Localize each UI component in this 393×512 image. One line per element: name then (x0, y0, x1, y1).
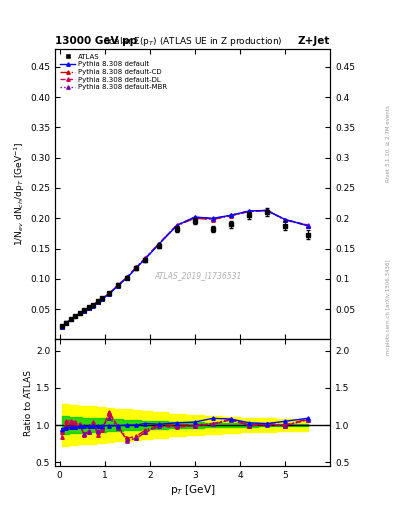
Text: Rivet 3.1.10, ≥ 2.7M events: Rivet 3.1.10, ≥ 2.7M events (386, 105, 391, 182)
Text: Z+Jet: Z+Jet (298, 36, 330, 46)
Text: mcplots.cern.ch [arXiv:1306.3436]: mcplots.cern.ch [arXiv:1306.3436] (386, 260, 391, 355)
Y-axis label: Ratio to ATLAS: Ratio to ATLAS (24, 370, 33, 436)
Y-axis label: 1/N$_{ev}$ dN$_{ch}$/dp$_T$ [GeV$^{-1}$]: 1/N$_{ev}$ dN$_{ch}$/dp$_T$ [GeV$^{-1}$] (13, 142, 27, 246)
Title: Scalar $\Sigma$(p$_T$) (ATLAS UE in Z production): Scalar $\Sigma$(p$_T$) (ATLAS UE in Z pr… (103, 35, 283, 49)
Text: 13000 GeV pp: 13000 GeV pp (55, 36, 137, 46)
X-axis label: p$_T$ [GeV]: p$_T$ [GeV] (170, 482, 215, 497)
Legend: ATLAS, Pythia 8.308 default, Pythia 8.308 default-CD, Pythia 8.308 default-DL, P: ATLAS, Pythia 8.308 default, Pythia 8.30… (59, 52, 169, 92)
Text: ATLAS_2019_I1736531: ATLAS_2019_I1736531 (154, 271, 242, 280)
